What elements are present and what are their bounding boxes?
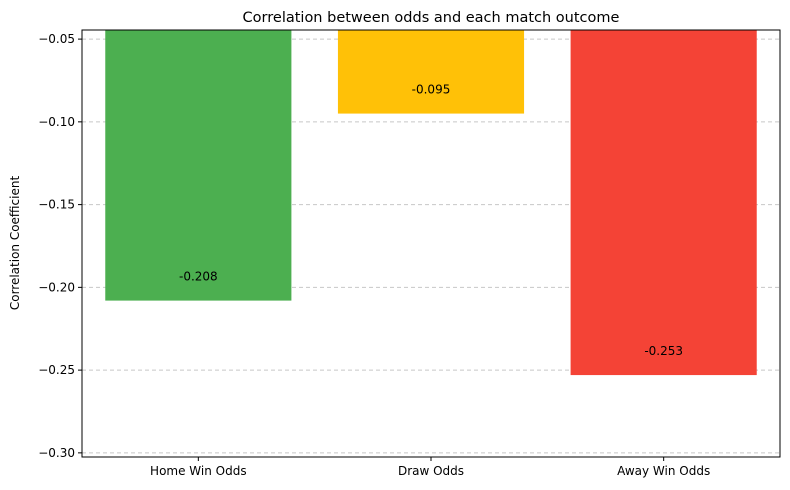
bar-value-label: -0.208 [179, 270, 218, 284]
bars [105, 30, 757, 376]
y-tick-label: −0.10 [38, 115, 75, 129]
x-tick-label: Home Win Odds [150, 464, 247, 478]
x-tick-label: Draw Odds [398, 464, 464, 478]
y-tick-label: −0.05 [38, 32, 75, 46]
chart-title: Correlation between odds and each match … [243, 10, 620, 26]
bar-value-label: -0.095 [412, 83, 451, 97]
x-axis-ticks: Home Win Odds Draw Odds Away Win Odds [150, 457, 710, 478]
bar-value-labels: -0.208 -0.095 -0.253 [179, 83, 683, 358]
y-axis-label: Correlation Coefficient [8, 176, 22, 311]
y-tick-label: −0.15 [38, 198, 75, 212]
y-axis-ticks: −0.05 −0.10 −0.15 −0.20 −0.25 −0.30 [38, 32, 82, 460]
x-tick-label: Away Win Odds [617, 464, 710, 478]
y-tick-label: −0.20 [38, 280, 75, 294]
y-tick-label: −0.30 [38, 446, 75, 460]
bar-value-label: -0.253 [644, 344, 683, 358]
y-tick-label: −0.25 [38, 363, 75, 377]
bar [337, 30, 525, 114]
bar [105, 30, 292, 301]
bar [570, 30, 757, 376]
